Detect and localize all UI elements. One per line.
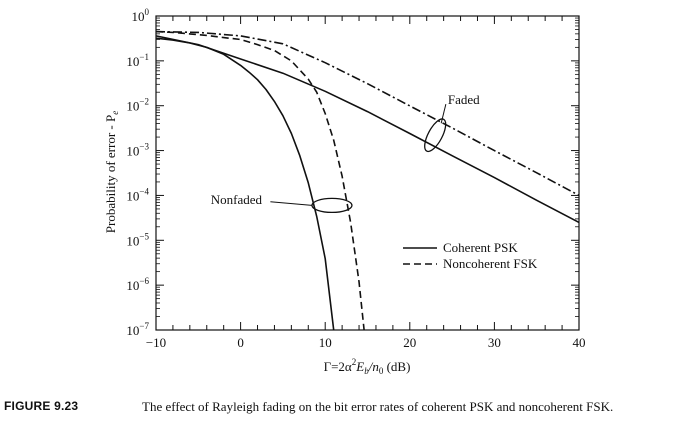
legend-label: Noncoherent FSK [443,256,538,271]
y-tick-exponent: −1 [139,52,149,62]
series-layer [155,30,580,331]
chart: −10 0 10 20 30 40 10010−110−210−310−410−510−6… [103,7,586,376]
nonfaded-label: Nonfaded [211,192,263,207]
x-tick-label: −10 [146,335,166,350]
legend-label: Coherent PSK [443,240,518,255]
y-tick-base: 10 [126,54,139,69]
y-tick-label: 10−4 [126,186,149,203]
faded-ellipse-marker [424,118,447,153]
y-tick-base: 10 [132,9,145,24]
y-tick-exponent: −6 [139,276,149,286]
y-tick-base: 10 [126,323,139,338]
x-tick-label: 30 [488,335,501,350]
x-axis: −10 0 10 20 30 40 [146,16,586,350]
y-tick-exponent: 0 [145,7,150,17]
nonfaded-ellipse-marker [311,197,353,214]
series-line-psk-nonfaded [155,37,335,331]
y-tick-exponent: −3 [139,142,149,152]
y-axis-label: Probability of error - Pe [103,111,120,233]
x-tick-label: 10 [319,335,332,350]
figure-number: FIGURE 9.23 [4,399,79,413]
y-tick-label: 10−7 [126,321,149,338]
x-tick-label: 20 [403,335,416,350]
caption-text: The effect of Rayleigh fading on the bit… [142,399,614,414]
plot-frame [155,15,580,331]
y-tick-label: 10−2 [126,97,149,114]
nonfaded-leader-line [270,201,313,206]
y-tick-base: 10 [126,233,139,248]
y-tick-base: 10 [126,99,139,114]
y-tick-exponent: −5 [139,231,149,241]
y-tick-label: 10−5 [126,231,149,248]
y-tick-base: 10 [126,144,139,159]
series-line-fsk-nonfaded [155,30,365,331]
y-tick-base: 10 [126,188,139,203]
x-tick-label: 0 [237,335,244,350]
minor-ticks [156,16,579,330]
y-tick-exponent: −4 [139,186,149,196]
x-tick-label: 40 [573,335,586,350]
annotations: Faded Nonfaded [211,92,480,214]
series-line-psk-faded [155,35,580,224]
figure-caption: FIGURE 9.23 The effect of Rayleigh fading… [4,398,684,415]
y-tick-exponent: −2 [139,97,149,107]
x-axis-label: Γ=2α2Eb/n0 (dB) [324,357,411,376]
faded-leader-line [440,104,447,124]
faded-label: Faded [448,92,480,107]
y-tick-label: 10−6 [126,276,149,293]
y-tick-label: 10−3 [126,142,149,159]
y-tick-label: 10−1 [126,52,149,69]
series-line-fsk-faded [155,30,580,197]
y-tick-label: 100 [132,7,150,24]
y-tick-exponent: −7 [139,321,149,331]
y-tick-base: 10 [126,278,139,293]
